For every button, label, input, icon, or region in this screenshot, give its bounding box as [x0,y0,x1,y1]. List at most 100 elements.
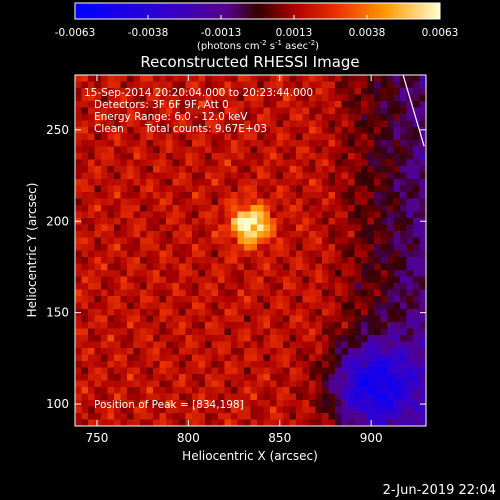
heatmap-cell [335,185,343,193]
heatmap-cell [263,250,271,258]
heatmap-cell [250,315,258,323]
heatmap-cell [413,133,421,141]
heatmap-cell [257,276,265,284]
heatmap-cell [88,133,96,141]
heatmap-cell [107,140,115,148]
heatmap-cell [75,94,83,102]
heatmap-cell [283,302,291,310]
heatmap-cell [159,146,167,154]
heatmap-cell [380,309,388,317]
heatmap-cell [120,393,128,401]
heatmap-cell [400,94,408,102]
heatmap-cell [348,380,356,388]
heatmap-cell [348,179,356,187]
heatmap-cell [211,231,219,239]
heatmap-cell [179,140,187,148]
heatmap-cell [81,218,89,226]
heatmap-cell [172,250,180,258]
heatmap-cell [302,335,310,343]
heatmap-cell [406,224,414,232]
heatmap-cell [166,296,174,304]
heatmap-cell [406,413,414,421]
heatmap-cell [361,250,369,258]
heatmap-cell [419,296,426,304]
heatmap-cell [114,283,122,291]
heatmap-cell [198,120,206,128]
heatmap-cell [172,244,180,252]
heatmap-cell [283,263,291,271]
heatmap-cell [231,361,239,369]
heatmap-cell [250,166,258,174]
heatmap-cell [270,361,278,369]
heatmap-cell [107,270,115,278]
heatmap-cell [263,393,271,401]
heatmap-cell [192,400,200,408]
heatmap-cell [179,75,187,83]
heatmap-cell [166,380,174,388]
heatmap-cell [276,328,284,336]
heatmap-cell [276,348,284,356]
heatmap-cell [172,198,180,206]
heatmap-cell [244,224,252,232]
heatmap-cell [367,374,375,382]
heatmap-cell [322,114,330,122]
heatmap-cell [367,218,375,226]
heatmap-cell [120,179,128,187]
x-tick-label: 800 [177,431,200,445]
heatmap-cell [231,172,239,180]
heatmap-cell [146,75,154,83]
heatmap-cell [257,231,265,239]
heatmap-cell [159,153,167,161]
heatmap-cell [224,179,232,187]
heatmap-cell [374,107,382,115]
heatmap-cell [172,211,180,219]
heatmap-cell [244,153,252,161]
heatmap-cell [198,211,206,219]
heatmap-cell [283,354,291,362]
heatmap-cell [107,146,115,154]
heatmap-cell [107,159,115,167]
heatmap-cell [257,406,265,414]
heatmap-cell [328,237,336,245]
heatmap-cell [276,159,284,167]
heatmap-cell [322,270,330,278]
heatmap-cell [133,244,141,252]
heatmap-cell [257,159,265,167]
heatmap-cell [101,380,109,388]
heatmap-cell [101,218,109,226]
heatmap-cell [159,400,167,408]
heatmap-cell [153,380,161,388]
heatmap-cell [283,361,291,369]
heatmap-cell [413,114,421,122]
heatmap-cell [172,192,180,200]
heatmap-cell [354,387,362,395]
heatmap-cell [75,101,83,109]
heatmap-cell [309,114,317,122]
heatmap-cell [185,94,193,102]
heatmap-cell [289,354,297,362]
heatmap-cell [250,328,258,336]
heatmap-cell [198,94,206,102]
heatmap-cell [205,231,213,239]
heatmap-cell [348,413,356,421]
heatmap-cell [309,231,317,239]
heatmap-cell [322,406,330,414]
heatmap-cell [400,380,408,388]
heatmap-cell [88,322,96,330]
heatmap-cell [237,101,245,109]
heatmap-cell [120,133,128,141]
heatmap-cell [179,309,187,317]
heatmap-cell [393,263,401,271]
heatmap-cell [211,166,219,174]
heatmap-cell [419,374,426,382]
heatmap-cell [289,205,297,213]
heatmap-cell [283,120,291,128]
heatmap-cell [127,172,135,180]
heatmap-cell [393,205,401,213]
heatmap-cell [237,179,245,187]
heatmap-cell [419,406,426,414]
heatmap-cell [101,393,109,401]
heatmap-cell [146,153,154,161]
heatmap-cell [198,289,206,297]
heatmap-cell [322,237,330,245]
